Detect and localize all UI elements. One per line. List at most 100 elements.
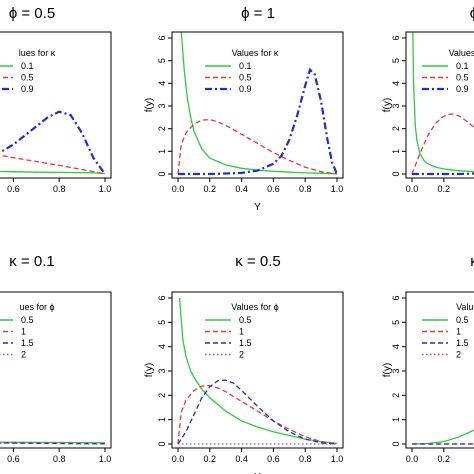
series-line-0.9 xyxy=(412,172,474,176)
plot-frame xyxy=(171,31,344,179)
plot-frame xyxy=(0,291,112,449)
legend-entry-label: 0.9 xyxy=(456,84,469,94)
x-tick-label: 0.0 xyxy=(172,454,185,464)
panel-1: ϕ = 0.50.40.60.81.0Ylues for κ0.10.50.9 xyxy=(0,5,112,194)
legend: Values for κ 0.1 0.50.9 xyxy=(422,48,474,94)
x-tick-label: 0.2 xyxy=(204,184,217,194)
legend-entry-label: 0.5 xyxy=(21,73,34,83)
y-tick-label: 1 xyxy=(391,149,401,154)
series-group xyxy=(177,32,339,176)
x-tick-label: 0.6 xyxy=(267,184,280,194)
legend: lues for κ 0.1 0.50.9 xyxy=(0,48,56,94)
plot-frame xyxy=(0,31,112,179)
series-line-1.5 xyxy=(177,379,338,445)
legend-entry-label: 1.5 xyxy=(456,338,469,348)
panel-title: ϕ = 1 xyxy=(241,5,275,22)
legend: Values for κ 0.1 0.50.9 xyxy=(205,48,279,94)
x-tick-label: 1.0 xyxy=(331,454,344,464)
x-tick-label: 1.0 xyxy=(331,184,344,194)
series-group xyxy=(0,441,106,445)
y-tick-label: 0 xyxy=(157,171,167,176)
x-tick-label: 0.0 xyxy=(406,454,419,464)
legend-entry-label: 1.5 xyxy=(239,338,252,348)
x-tick-label: 0.8 xyxy=(299,454,312,464)
x-tick-label: 0.0 xyxy=(172,184,185,194)
y-tick-label: 4 xyxy=(391,344,401,349)
x-tick-label: 0.2 xyxy=(204,454,217,464)
legend-title: ues for ϕ xyxy=(19,302,54,312)
y-axis-label: f(y) xyxy=(382,98,393,112)
y-tick-label: 1 xyxy=(157,149,167,154)
legend-entry-label: 0.1 xyxy=(239,61,252,71)
y-tick-label: 3 xyxy=(157,103,167,108)
x-tick-label: 0.2 xyxy=(438,454,451,464)
y-tick-label: 6 xyxy=(157,35,167,40)
y-tick-label: 0 xyxy=(391,171,401,176)
panel-3: ϕ 0.0 0.2 0 1 2 3 4 5 6 f(y) Values for κ 0.1 0.50.9 xyxy=(382,5,474,194)
legend-title: Values for κ xyxy=(232,48,279,58)
legend-entry-label: 1 xyxy=(456,327,461,337)
legend-title: lues for κ xyxy=(19,48,56,58)
panel-title: κ = 0.5 xyxy=(235,253,280,270)
x-tick-label: 0.8 xyxy=(299,184,312,194)
legend-entry-label: 1.5 xyxy=(21,338,34,348)
y-tick-label: 0 xyxy=(391,441,401,446)
series-line-0.5 xyxy=(411,113,474,175)
series-group xyxy=(411,32,474,176)
series-group xyxy=(0,110,106,175)
y-tick-label: 5 xyxy=(391,58,401,63)
legend-entry-label: 0.5 xyxy=(239,73,252,83)
panel-2: ϕ = 1 0.0 0.2 0.4 0.6 0.8 1.0 0 1 2 3 4 5 6 Yf(y) Value… xyxy=(144,5,344,213)
legend-entry-label: 1 xyxy=(239,327,244,337)
y-tick-label: 2 xyxy=(391,393,401,398)
y-tick-label: 4 xyxy=(157,344,167,349)
x-tick-label: 0.4 xyxy=(235,454,248,464)
y-tick-label: 4 xyxy=(391,81,401,86)
legend-entry-label: 0.1 xyxy=(456,61,469,71)
series-line-0.1 xyxy=(0,170,106,175)
legend-entry-label: 0.9 xyxy=(239,84,252,94)
y-tick-label: 6 xyxy=(391,295,401,300)
legend-entry-label: 2 xyxy=(456,350,461,360)
plot-frame xyxy=(405,31,474,179)
panel-title: ϕ = 0.5 xyxy=(9,5,55,22)
y-tick-label: 2 xyxy=(157,126,167,131)
y-tick-label: 2 xyxy=(391,126,401,131)
plot-frame xyxy=(405,291,474,449)
x-tick-label: 0.0 xyxy=(406,184,419,194)
series-line-0.5 xyxy=(411,429,474,445)
legend-title: Values for ϕ xyxy=(231,302,278,312)
legend-title: Values for κ xyxy=(449,48,474,58)
series-line-0.1 xyxy=(412,32,474,173)
y-tick-label: 2 xyxy=(157,393,167,398)
series-line-0.5 xyxy=(0,441,106,444)
legend-entry-label: 0.9 xyxy=(21,84,34,94)
legend-entry-label: 0.5 xyxy=(456,315,469,325)
legend-entry-label: 2 xyxy=(239,350,244,360)
y-axis-label: f(y) xyxy=(382,363,393,377)
panel-title: κ = 0.1 xyxy=(9,253,54,270)
legend-title: Values f xyxy=(456,302,474,312)
series-line-0.9 xyxy=(178,67,339,176)
legend-entry-label: 1 xyxy=(21,327,26,337)
series-line-0.5 xyxy=(178,297,338,444)
legend-entry-label: 0.5 xyxy=(456,73,469,83)
series-line-0.9 xyxy=(0,110,106,175)
x-axis-label: Y xyxy=(254,472,261,474)
panel-5: κ = 0.5 0.0 0.2 0.4 0.6 0.8 1.0 0 1 2 3 4 5 6 Yf(y) Val… xyxy=(144,253,344,474)
y-tick-label: 5 xyxy=(391,320,401,325)
y-tick-label: 6 xyxy=(157,295,167,300)
y-tick-label: 3 xyxy=(157,368,167,373)
series-group xyxy=(411,429,474,445)
y-tick-label: 0 xyxy=(157,441,167,446)
series-line-1 xyxy=(177,384,338,445)
legend-entry-label: 2 xyxy=(21,350,26,360)
panel-title: ϕ xyxy=(470,5,474,22)
y-axis-label: f(y) xyxy=(144,363,155,377)
y-tick-label: 3 xyxy=(391,368,401,373)
x-tick-label: 0.2 xyxy=(438,184,451,194)
y-axis-label: f(y) xyxy=(144,98,155,112)
y-tick-label: 5 xyxy=(157,58,167,63)
y-tick-label: 3 xyxy=(391,103,401,108)
